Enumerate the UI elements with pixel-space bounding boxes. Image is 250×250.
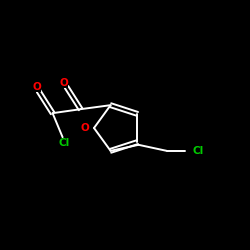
Text: Cl: Cl bbox=[59, 138, 70, 148]
Text: O: O bbox=[32, 82, 41, 92]
Text: O: O bbox=[80, 123, 89, 133]
Text: Cl: Cl bbox=[192, 146, 204, 156]
Text: O: O bbox=[59, 78, 68, 88]
